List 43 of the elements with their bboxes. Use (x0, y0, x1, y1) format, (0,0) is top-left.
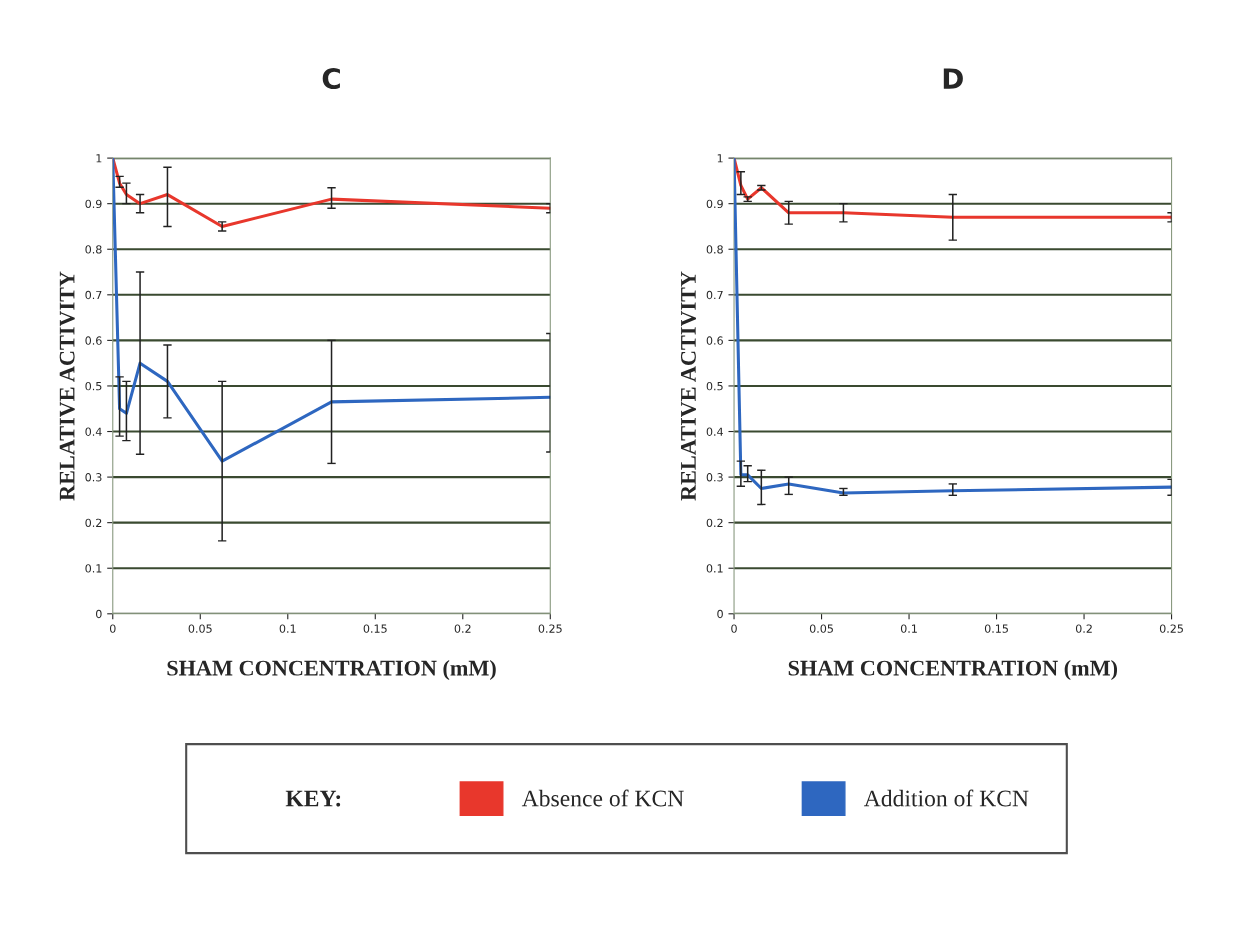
x-tick-label: 0.25 (538, 624, 562, 633)
legend-label: Absence of KCN (521, 789, 684, 807)
y-tick-label: 0.3 (706, 473, 723, 482)
x-tick-label: 0.25 (1159, 624, 1183, 633)
y-tick-label: 0 (717, 609, 723, 619)
y-tick-label: 1 (96, 154, 102, 163)
y-tick-label: 0.6 (85, 336, 102, 345)
x-tick-label: 0.2 (454, 624, 471, 633)
y-tick-label: 0.2 (85, 518, 102, 528)
y-tick-label: 0.9 (706, 199, 723, 209)
y-axis-title: RELATIVE ACTIVITY (680, 271, 696, 501)
x-tick-label: 0.1 (900, 624, 917, 633)
y-axis-title: RELATIVE ACTIVITY (59, 271, 75, 501)
y-tick-label: 0.7 (85, 290, 102, 300)
y-tick-label: 0.2 (706, 518, 723, 528)
x-tick-label: 0.05 (809, 624, 833, 633)
y-tick-label: 0.4 (706, 427, 723, 436)
x-tick-label: 0.2 (1075, 624, 1092, 633)
x-tick-label: 0.15 (984, 624, 1008, 633)
y-tick-label: 0.4 (85, 427, 102, 436)
chart-title: C (322, 68, 340, 90)
y-tick-label: 0.8 (706, 245, 723, 254)
y-tick-label: 0.6 (706, 336, 723, 345)
y-tick-label: 0.9 (85, 199, 102, 209)
y-tick-label: 1 (717, 154, 723, 163)
y-tick-label: 0 (96, 609, 102, 619)
y-tick-label: 0.8 (85, 245, 102, 254)
y-tick-label: 0.7 (706, 290, 723, 300)
chart-title: D (943, 68, 963, 89)
x-tick-label: 0.15 (363, 624, 387, 633)
x-axis-title: SHAM CONCENTRATION (mM) (167, 659, 496, 681)
y-tick-label: 0.1 (85, 564, 102, 573)
x-tick-label: 0 (109, 624, 116, 633)
y-tick-label: 0.5 (85, 381, 102, 391)
x-tick-label: 0.05 (188, 624, 212, 633)
y-tick-label: 0.3 (85, 473, 102, 482)
legend-title: KEY: (285, 790, 341, 807)
legend-label: Addition of KCN (863, 789, 1029, 807)
y-tick-label: 0.5 (706, 381, 723, 391)
x-tick-label: 0 (731, 624, 737, 633)
x-tick-label: 0.1 (279, 624, 296, 633)
y-tick-label: 0.1 (706, 564, 723, 573)
x-axis-title: SHAM CONCENTRATION (mM) (788, 659, 1118, 681)
